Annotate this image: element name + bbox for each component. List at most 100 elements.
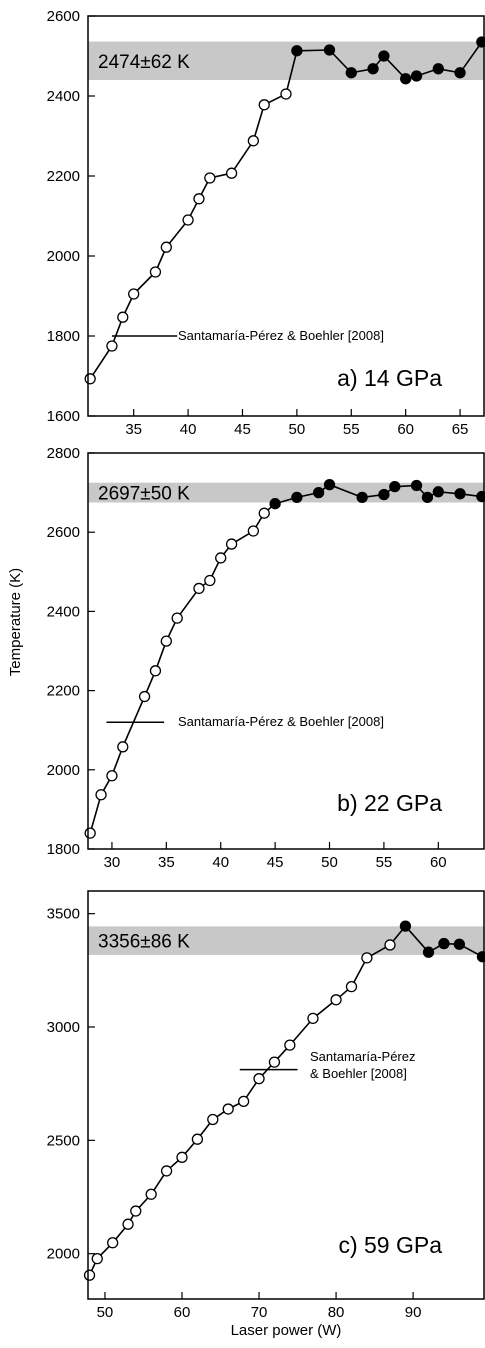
reference-label-line: Santamaría-Pérez & Boehler [2008] [178,714,384,729]
data-point-open [130,1205,142,1217]
band-label: 2474±62 K [98,52,190,73]
data-point-open [95,789,107,801]
y-tick-label: 2000 [47,762,80,779]
y-tick-label: 3000 [47,1019,80,1036]
x-tick-label: 45 [267,854,284,871]
y-tick-label: 2000 [47,1246,80,1263]
data-point-filled [269,498,281,510]
x-tick-label: 40 [212,854,229,871]
y-tick-label: 3500 [47,906,80,923]
data-point-filled [454,488,466,500]
data-point-filled [476,36,485,48]
data-point-filled [432,486,444,498]
reference-label-line: Santamaría-Pérez [310,1049,416,1064]
data-point-open [138,690,151,703]
y-tick-label: 2200 [47,168,80,185]
data-point-filled [389,481,401,493]
data-point-open [145,1188,157,1200]
x-tick-label: 50 [289,421,306,438]
data-point-filled [422,946,435,958]
panel-label: b) 22 GPa [337,790,442,816]
data-point-filled [378,488,390,501]
data-point-open [171,612,183,624]
data-point-filled [476,490,485,503]
data-point-open [258,99,270,111]
data-point-open [107,1237,119,1249]
y-tick-label: 2600 [47,8,80,25]
band-label: 2697±50 K [98,484,190,505]
y-tick-label: 2800 [47,445,80,462]
data-point-open [91,1253,103,1265]
y-tick-label: 2000 [47,248,80,265]
data-line [88,924,483,1276]
data-point-filled [367,63,379,75]
data-point-open [191,1133,204,1145]
x-tick-label: 35 [158,854,175,871]
data-point-filled [410,70,423,82]
data-point-open [193,193,205,205]
data-point-open [225,538,238,550]
plot-frame [87,15,485,417]
x-tick-label: 55 [376,854,393,871]
y-tick-label: 1800 [47,841,80,858]
data-point-filled [399,920,412,932]
plot-frame [87,890,485,1300]
data-line [89,483,482,834]
data-point-filled [454,67,466,79]
data-point-open [149,266,162,278]
reference-label-line: Santamaría-Pérez & Boehler [2008] [178,328,384,343]
y-tick-label: 1800 [47,328,80,345]
data-point-filled [410,479,423,492]
data-point-open [225,167,238,179]
data-point-open [345,981,358,993]
data-point-open [122,1218,134,1230]
data-point-filled [421,491,434,504]
x-tick-label: 35 [125,421,142,438]
data-point-open [182,214,194,226]
x-axis-title: Laser power (W) [231,1322,342,1339]
panel-a: 2474±62 K Santamaría-Pérez & Boehler [200… [47,8,485,438]
data-point-open [204,574,216,587]
data-point-filled [291,45,303,57]
y-tick-label: 2400 [47,88,80,105]
data-point-open [307,1012,319,1025]
y-tick-label: 2500 [47,1132,80,1149]
data-point-open [222,1103,234,1115]
x-tick-label: 50 [321,854,338,871]
data-point-filled [453,938,465,950]
data-point-open [204,172,216,184]
data-point-open [117,311,129,323]
data-point-filled [432,63,444,75]
data-point-open [247,525,260,537]
plot-frame [87,452,485,850]
y-tick-label: 1600 [47,408,80,425]
data-point-open [361,952,373,964]
data-point-open [117,741,129,753]
data-point-open [215,552,227,564]
data-point-filled [438,937,450,950]
data-point-filled [378,50,390,62]
x-tick-label: 50 [97,1304,114,1321]
reference-label: Santamaría-Pérez & Boehler [2008] [310,1049,416,1081]
x-tick-label: 80 [328,1304,345,1321]
data-point-filled [312,486,325,499]
data-point-filled [476,951,485,963]
x-tick-label: 40 [180,421,197,438]
data-point-open [237,1095,250,1107]
data-point-open [160,1165,173,1177]
data-point-open [160,635,172,647]
data-point-filled [356,491,368,504]
data-point-open [106,340,118,352]
x-tick-label: 45 [234,421,251,438]
y-axis-title: Temperature (K) [7,568,24,676]
x-tick-label: 90 [405,1304,422,1321]
reference-label: Santamaría-Pérez & Boehler [2008] [178,714,384,729]
y-tick-label: 2600 [47,524,80,541]
y-tick-label: 2400 [47,603,80,620]
data-point-open [149,665,162,677]
data-point-open [258,507,270,519]
y-tick-label: 2200 [47,683,80,700]
x-tick-label: 60 [430,854,447,871]
data-point-open [176,1151,188,1163]
